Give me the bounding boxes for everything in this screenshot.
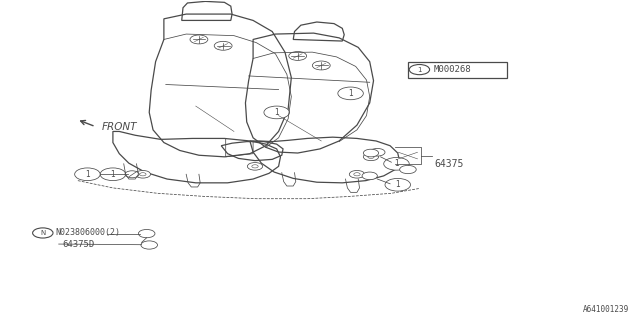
Circle shape: [385, 178, 410, 191]
Circle shape: [338, 87, 364, 100]
Text: 1: 1: [275, 108, 279, 117]
Text: 1: 1: [396, 180, 400, 189]
Circle shape: [135, 171, 150, 178]
Circle shape: [399, 165, 416, 174]
Text: FRONT: FRONT: [102, 122, 138, 132]
Text: 64375: 64375: [435, 159, 464, 169]
Text: M000268: M000268: [433, 65, 471, 74]
Circle shape: [190, 35, 208, 44]
Text: N: N: [40, 230, 45, 236]
Circle shape: [362, 172, 378, 180]
Circle shape: [141, 241, 157, 249]
Circle shape: [138, 229, 155, 238]
Circle shape: [364, 153, 379, 161]
Text: 1: 1: [348, 89, 353, 98]
Circle shape: [409, 65, 429, 75]
Text: 1: 1: [111, 170, 115, 179]
Text: 1: 1: [394, 159, 399, 168]
Bar: [408, 62, 507, 77]
Circle shape: [364, 149, 379, 157]
Circle shape: [75, 168, 100, 180]
Circle shape: [100, 168, 125, 180]
Text: A641001239: A641001239: [583, 305, 629, 314]
Text: 1: 1: [85, 170, 90, 179]
Circle shape: [264, 106, 289, 119]
Circle shape: [214, 41, 232, 50]
Text: N023806000(2): N023806000(2): [56, 228, 120, 237]
Circle shape: [247, 163, 262, 170]
Circle shape: [370, 148, 385, 156]
Circle shape: [384, 157, 409, 170]
Circle shape: [349, 171, 365, 178]
Text: 64375D: 64375D: [62, 240, 94, 249]
Text: 1: 1: [417, 67, 422, 73]
Circle shape: [289, 52, 307, 60]
Circle shape: [33, 228, 53, 238]
Circle shape: [312, 61, 330, 70]
Circle shape: [125, 171, 139, 178]
